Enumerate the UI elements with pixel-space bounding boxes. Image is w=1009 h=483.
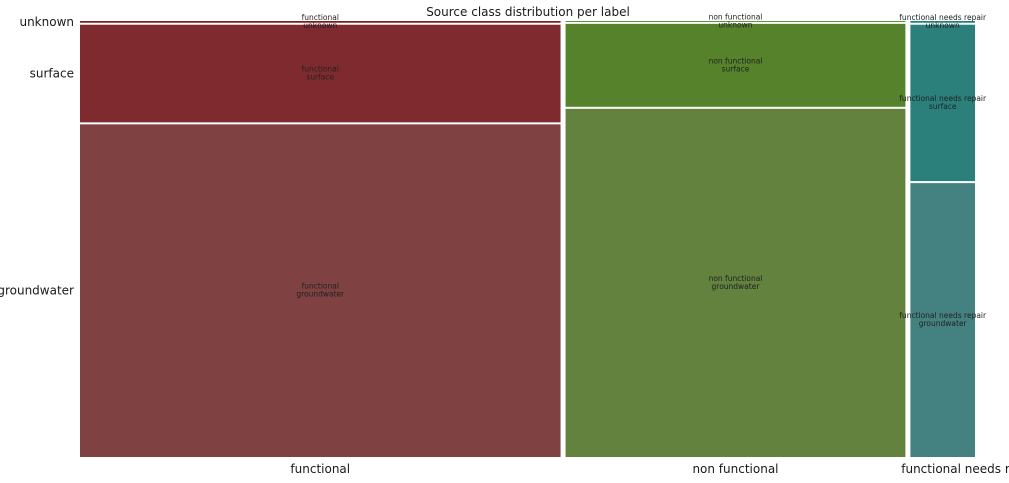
tile-non-functional-unknown [565, 21, 906, 22]
tile-functional-needs-repair-unknown [910, 21, 975, 23]
tile-functional-surface [80, 24, 561, 123]
tile-label-non-functional-unknown: non functional [709, 12, 763, 21]
tile-label-functional-surface: functional [302, 65, 339, 74]
tile-functional-needs-repair-groundwater [910, 183, 975, 458]
tile-sublabel-non-functional-groundwater: groundwater [712, 282, 761, 291]
y-tick-groundwater: groundwater [0, 284, 74, 298]
tile-sublabel-functional-needs-repair-groundwater: groundwater [919, 319, 968, 328]
tile-sublabel-functional-groundwater: groundwater [296, 290, 345, 299]
tile-sublabel-functional-unknown: unknown [303, 21, 337, 30]
tile-label-functional-needs-repair-unknown: functional needs repair [899, 13, 987, 22]
tile-sublabel-functional-surface: surface [306, 73, 334, 82]
x-tick-labels: functional non functional functional needs… [290, 462, 1009, 476]
chart-title: Source class distribution per label [426, 5, 630, 19]
tile-sublabel-non-functional-surface: surface [722, 64, 750, 73]
y-tick-unknown: unknown [19, 15, 74, 29]
tile-label-non-functional-surface: non functional [709, 56, 763, 65]
tile-non-functional-surface [565, 23, 906, 107]
tile-functional-groundwater [80, 124, 561, 458]
tile-sublabel-functional-needs-repair-unknown: unknown [926, 21, 960, 30]
tile-non-functional-groundwater [565, 108, 906, 457]
tile-label-non-functional-groundwater: non functional [709, 274, 763, 283]
tile-functional-unknown [80, 21, 561, 23]
tile-sublabel-functional-needs-repair-surface: surface [929, 102, 957, 111]
tile-functional-needs-repair-surface [910, 24, 975, 182]
tile-label-functional-needs-repair-groundwater: functional needs repair [899, 311, 987, 320]
tile-label-functional-unknown: functional [302, 13, 339, 22]
tile-sublabel-non-functional-unknown: unknown [718, 20, 752, 29]
tiles-layer: functionalgroundwaterfunctionalsurfacefu… [80, 12, 987, 458]
y-tick-surface: surface [30, 67, 74, 81]
tile-label-functional-groundwater: functional [302, 282, 339, 291]
x-tick-non-functional: non functional [692, 462, 778, 476]
y-tick-labels: groundwater surface unknown [0, 15, 74, 298]
x-tick-functional-needs-repair: functional needs repair [901, 462, 1009, 476]
tile-label-functional-needs-repair-surface: functional needs repair [899, 94, 987, 103]
x-tick-functional: functional [290, 462, 350, 476]
